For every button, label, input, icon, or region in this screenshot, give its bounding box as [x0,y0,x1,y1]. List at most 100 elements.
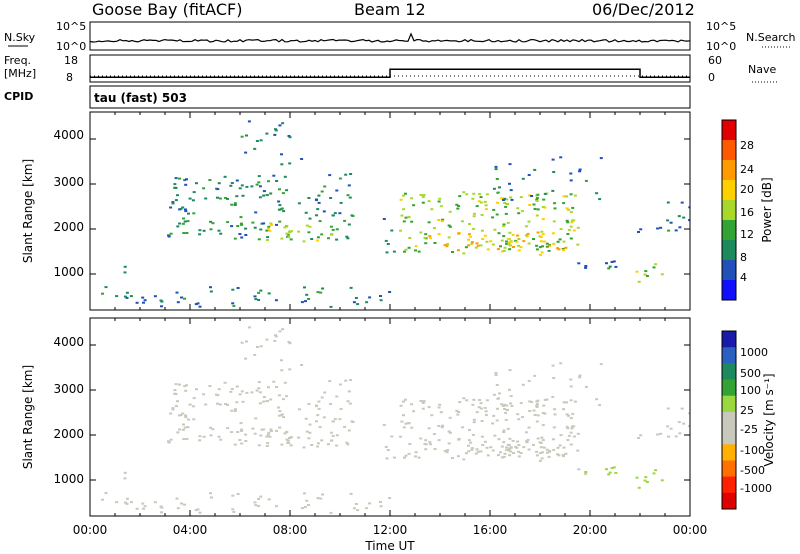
velocity-cell [437,439,441,442]
power-cell [524,234,528,237]
power-cell [502,199,505,201]
power-colorbar-swatch [722,200,736,221]
velocity-cell [198,435,202,438]
power-cell [455,203,459,206]
velocity-cell [565,425,569,428]
power-cell [535,198,539,201]
power-cell [492,208,496,211]
velocity-cell [297,408,301,411]
power-cell [464,246,468,249]
power-cell [349,173,353,175]
power-cell [508,241,511,244]
power-cell [297,230,301,233]
power-cell [562,249,565,252]
power-cell [541,206,545,208]
velocity-cell [492,393,496,396]
velocity-cell [169,412,173,415]
power-cell [432,227,436,230]
power-cell [142,301,145,304]
velocity-colorbar-label: Velocity [m s⁻¹] [762,373,776,466]
noise-tick-right-bottom: 10^0 [706,40,736,53]
velocity-cell [447,430,451,433]
power-cell [310,238,314,240]
velocity-cell [480,435,484,438]
power-cell [569,179,573,182]
velocity-cell [209,496,213,499]
power-cell [403,250,406,253]
power-cell [508,248,512,251]
velocity-cell [485,446,489,449]
velocity-colorbar-swatch [722,492,736,510]
velocity-cell [510,404,514,407]
power-cell [198,233,202,236]
velocity-cell [245,340,248,343]
velocity-cell [257,497,261,500]
velocity-cell [478,399,482,401]
power-colorbar-swatch [722,180,736,201]
power-cell [522,240,526,243]
power-cell [565,219,569,222]
velocity-cell [654,469,658,472]
freq-tick-left-top: 18 [64,54,78,67]
velocity-cell [302,446,306,449]
velocity-cell [258,402,262,405]
power-cell [480,214,484,216]
power-cell [508,163,512,166]
velocity-cell [347,429,351,432]
power-cell [253,226,257,229]
power-cell [305,224,309,227]
power-cell [390,229,394,232]
power-cell [286,233,290,236]
velocity-cell [516,440,520,443]
velocity-cell [441,424,445,427]
power-cell [278,124,282,127]
velocity-cell [643,479,647,482]
velocity-cell [202,435,206,438]
power-cell [327,237,330,240]
velocity-cell [584,471,588,473]
xtick-0800: 08:00 [273,523,308,537]
velocity-cell [637,437,640,439]
velocity-cell [379,501,382,503]
velocity-cell [504,411,508,414]
velocity-cell [639,434,643,437]
power-cell [404,248,408,251]
power-cell [175,291,179,294]
velocity-cell [240,429,244,432]
velocity-cell [230,431,234,434]
velocity-cell [561,453,565,456]
power-cell [635,270,639,273]
velocity-cell [480,420,484,422]
velocity-cell [566,439,570,441]
power-cell [542,198,546,201]
velocity-cell [182,423,185,426]
velocity-heatmap [101,326,690,514]
power-cell [300,158,304,160]
velocity-cell [335,444,339,447]
power-cell [428,235,432,238]
power-cell [226,197,229,200]
power-cell [260,222,264,225]
power-cell [419,231,423,234]
velocity-cell [569,431,573,434]
velocity-cell [438,403,442,406]
power-cell [269,192,273,195]
power-cell [399,198,403,201]
velocity-cell [471,433,475,436]
power-cell [472,192,476,195]
power-cell [368,296,372,299]
power-cell [674,229,678,232]
power-cell [321,287,325,290]
velocity-cell [300,507,304,510]
power-cell [184,208,187,211]
velocity-cell [185,438,189,440]
power-cell [468,223,471,225]
velocity-cell [182,438,186,440]
power-cell [280,153,283,156]
velocity-cell [552,448,556,451]
power-cell [538,253,542,256]
power-cell [559,156,563,159]
power-cell [192,212,196,215]
velocity-cell [368,502,372,505]
velocity-cell [202,393,206,396]
